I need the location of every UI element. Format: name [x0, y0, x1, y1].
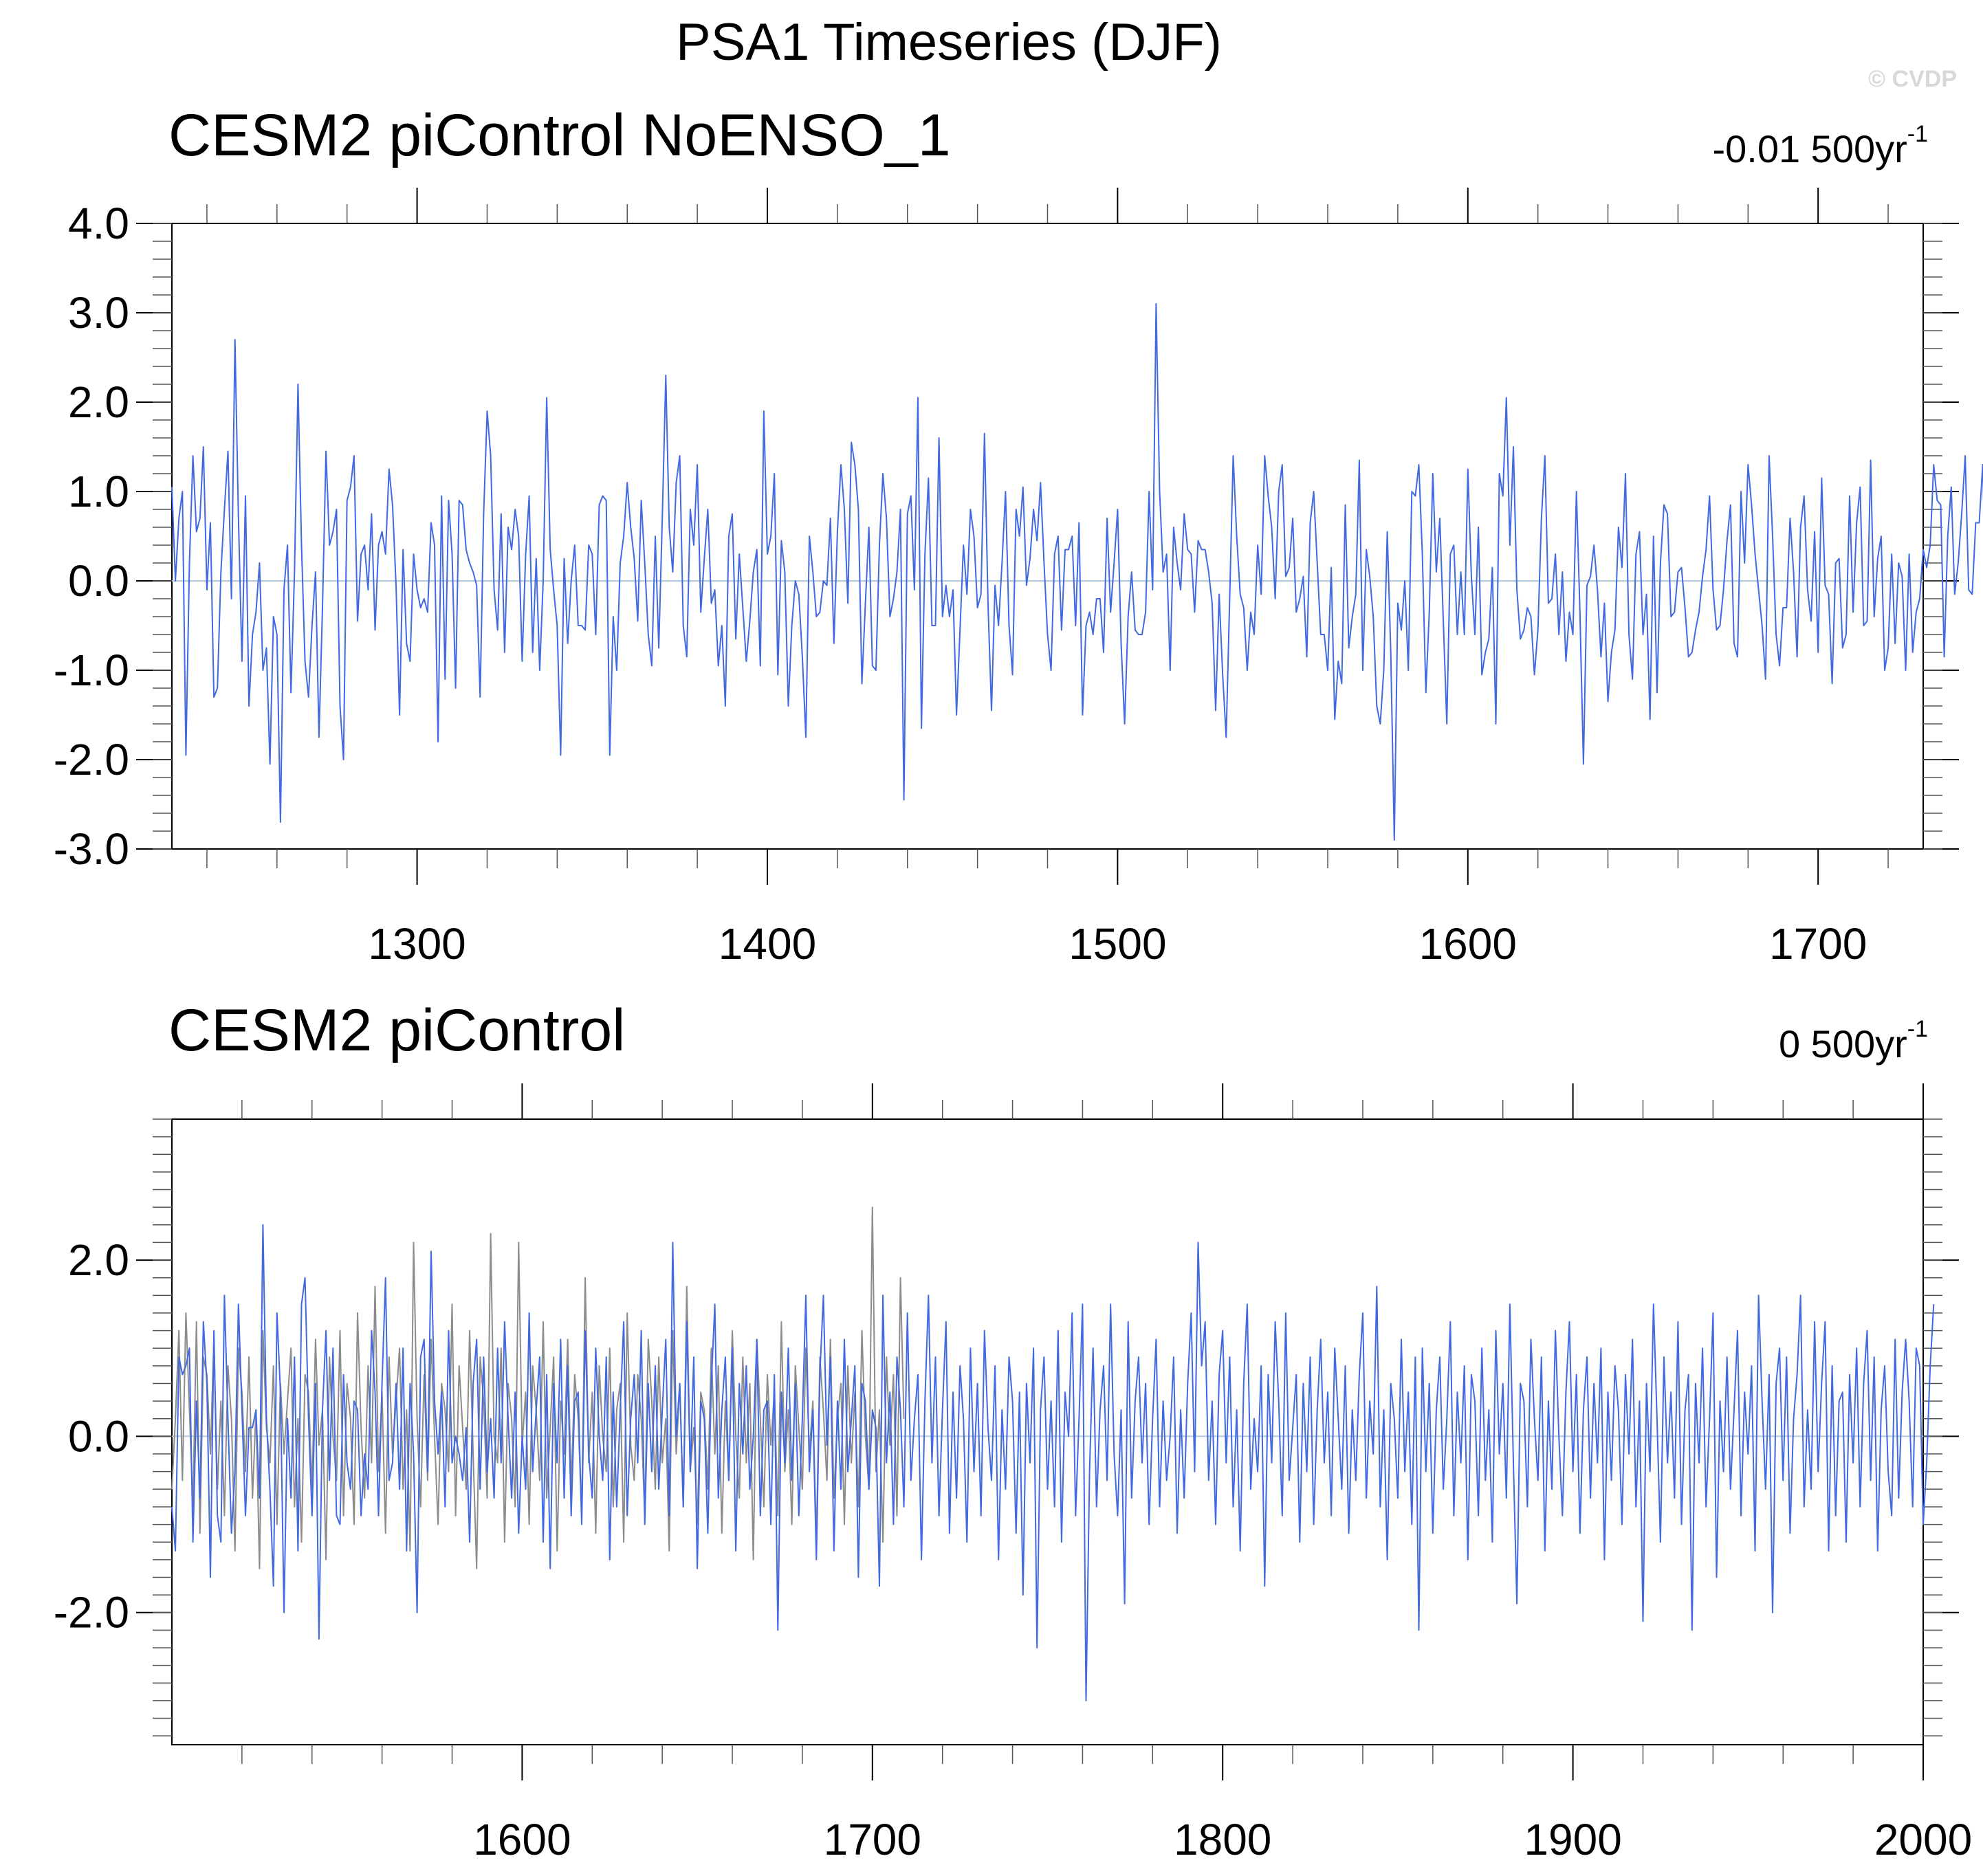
panel-1-y-tick-label: -1.0	[54, 645, 129, 695]
panel-2-x-tick-label: 1900	[1524, 1815, 1621, 1864]
figure-title: PSA1 Timeseries (DJF)	[676, 13, 1222, 71]
panel-1-series-line-1	[171, 303, 1983, 841]
panel-2-x-tick-label: 1800	[1174, 1815, 1271, 1864]
panel-2-y-tick-label: 2.0	[68, 1235, 129, 1285]
panel-1-trend: -0.01 500yr-1	[1712, 121, 1928, 171]
panel-1-y-tick-label: 4.0	[68, 199, 129, 248]
panel-2-plot-frame	[171, 1118, 1924, 1745]
panel-2-x-tick-label: 2000	[1874, 1815, 1972, 1864]
panel-2-y-tick-label: -2.0	[54, 1588, 129, 1637]
panel-1-y-tick-label: 3.0	[68, 288, 129, 338]
panel-2-series-line-2	[171, 1224, 1935, 1701]
panel-2-trend-exponent: -1	[1907, 1016, 1928, 1042]
panel-2-x-tick-label: 1700	[824, 1815, 921, 1864]
panel-1-y-tick-label: -3.0	[54, 824, 129, 874]
panel-2-trend-unit: 500yr	[1810, 1022, 1907, 1066]
watermark: © CVDP	[1868, 66, 1957, 92]
panel-1-trend-value: -0.01	[1712, 127, 1801, 170]
panel-1-y-tick-label: 2.0	[68, 377, 129, 427]
panel-1-x-tick-label: 1700	[1769, 919, 1867, 969]
panel-1-title: CESM2 piControl NoENSO_1	[168, 102, 951, 168]
panel-2-title: CESM2 piControl	[168, 997, 626, 1063]
panel-2-trend-value: 0	[1778, 1022, 1801, 1066]
panel-1-x-tick-label: 1600	[1419, 919, 1517, 969]
panel-2-series-line-1	[171, 1206, 905, 1569]
panel-2-trend: 0 500yr-1	[1779, 1016, 1928, 1066]
panel-2-y-tick-label: 0.0	[68, 1411, 129, 1461]
panel-1-y-tick-label: 1.0	[68, 467, 129, 516]
panel-1-trend-exponent: -1	[1907, 121, 1928, 147]
panel-1-y-tick-label: -2.0	[54, 735, 129, 784]
panel-1-x-tick-label: 1300	[368, 919, 465, 969]
panel-1-x-tick-label: 1400	[719, 919, 816, 969]
panel-2-x-tick-label: 1600	[473, 1815, 571, 1864]
panel-1-y-tick-label: 0.0	[68, 556, 129, 606]
panel-1-plot-frame	[171, 223, 1924, 850]
panel-1-x-tick-label: 1500	[1069, 919, 1166, 969]
panel-1-trend-unit: 500yr	[1810, 127, 1907, 170]
